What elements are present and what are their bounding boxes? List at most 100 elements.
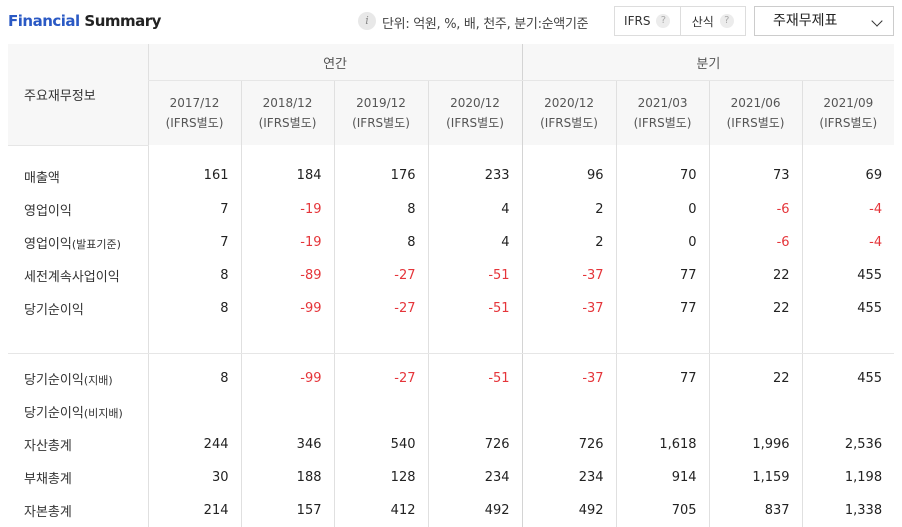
table-cell: 1,618 [615,427,710,461]
group-quarter: 분기 [521,44,895,81]
table-cell: 0 [615,192,710,226]
ifrs-label: IFRS [624,14,651,28]
table-cell: 234 [427,460,523,494]
row-label: 당기순이익(지배) [8,362,148,395]
table-cell: 214 [147,493,241,527]
table-cell [521,394,617,428]
table-cell: 234 [521,460,617,494]
table-row: 당기순이익(비지배) [8,394,895,428]
table-cell: 2 [521,225,617,259]
divider-cell [333,324,428,354]
table-cell: 22 [708,361,803,395]
table-cell: 492 [521,493,617,527]
table-cell: -27 [333,361,428,395]
column-header: 2019/12 (IFRS별도) [333,80,428,145]
table-cell: 2 [521,192,617,226]
table-cell: 77 [615,361,710,395]
formula-help-icon[interactable]: ? [719,14,734,28]
row-label: 자본총계 [8,494,148,527]
top-bar: Financial Summary i 단위: 억원, %, 배, 천주, 분기… [0,0,902,44]
formula-button[interactable]: 산식? [679,7,746,35]
column-basis: (IFRS별도) [446,116,504,130]
title-financial: Financial [8,12,80,30]
table-cell: -4 [801,225,895,259]
table-cell: 77 [615,291,710,325]
table-cell: 184 [240,145,334,193]
column-period: 2020/12 [450,96,500,110]
table-cell: 412 [333,493,428,527]
table-cell: 73 [708,145,803,193]
table-row: 당기순이익 8 -99 -27 -51 -37 77 22 455 [8,291,895,325]
spacer-cell [708,353,803,362]
column-header: 2017/12 (IFRS별도) [147,80,241,145]
table-cell: 1,996 [708,427,803,461]
table-cell: 244 [147,427,241,461]
spacer-cell [801,353,895,362]
table-cell: 914 [615,460,710,494]
spacer-cell [8,353,148,362]
spacer-cell [333,353,428,362]
table-cell: -99 [240,361,334,395]
column-basis: (IFRS별도) [165,116,224,130]
table-row: 자산총계 244 346 540 726 726 1,618 1,996 2,536 [8,427,895,461]
column-header: 2021/09 (IFRS별도) [801,80,895,145]
table-cell: 8 [147,291,241,325]
table-cell: 492 [427,493,523,527]
spacer-cell [521,353,617,362]
table-cell: -6 [708,225,803,259]
table-cell: 8 [147,361,241,395]
table-cell: 7 [147,192,241,226]
table-cell: -27 [333,291,428,325]
table-cell: 705 [615,493,710,527]
column-period: 2019/12 [356,96,406,110]
table-cell: 7 [147,225,241,259]
table-cell [708,394,803,428]
ifrs-help-icon[interactable]: ? [656,14,671,28]
table-cell: -51 [427,361,523,395]
row-label-text: 자산총계 [24,438,72,454]
column-period: 2017/12 [169,96,220,110]
table-cell: -51 [427,258,523,292]
table-cell: 157 [240,493,334,527]
column-period: 2021/06 [730,96,781,110]
table-cell: -27 [333,258,428,292]
column-period: 2021/09 [823,96,874,110]
column-basis: (IFRS별도) [726,116,785,130]
table-cell: 77 [615,258,710,292]
table-row: 매출액 161 184 176 233 96 70 73 69 [8,145,895,193]
table-cell: 233 [427,145,523,193]
table-cell: -6 [708,192,803,226]
chevron-down-icon [871,15,883,27]
table-cell: 96 [521,145,617,193]
column-basis: (IFRS별도) [258,116,317,130]
divider-cell [427,324,523,354]
column-period: 2020/12 [544,96,594,110]
table-cell: -51 [427,291,523,325]
row-label: 자산총계 [8,428,148,461]
table-cell: 1,198 [801,460,895,494]
ifrs-button[interactable]: IFRS? [615,7,680,35]
row-label-text: 매출액 [24,170,60,186]
table-cell: 0 [615,225,710,259]
column-header: 2020/12 (IFRS별도) [427,80,523,145]
row-label-text: 세전계속사업이익 [24,269,120,285]
row-label: 당기순이익 [8,292,148,325]
divider-cell [708,324,803,354]
table-cell: -37 [521,361,617,395]
divider-cell [801,324,895,354]
table-cell [615,394,710,428]
row-label-suffix: (비지배) [83,406,123,420]
statement-select-value: 주재무제표 [773,13,838,29]
row-label-text: 당기순이익 [24,372,84,388]
row-header: 주요재무정보 [8,44,148,146]
info-icon[interactable]: i [358,12,376,30]
table-cell: 188 [240,460,334,494]
table-cell: 70 [615,145,710,193]
column-period: 2021/03 [637,96,688,110]
row-label-text: 부채총계 [24,471,72,487]
table-cell: 30 [147,460,241,494]
statement-select[interactable]: 주재무제표 [754,6,894,36]
row-label: 부채총계 [8,461,148,494]
financial-summary-table: 주요재무정보 연간 분기 2017/12 (IFRS별도) 2018/12 (IFRS… [8,44,895,527]
table-cell [801,394,895,428]
